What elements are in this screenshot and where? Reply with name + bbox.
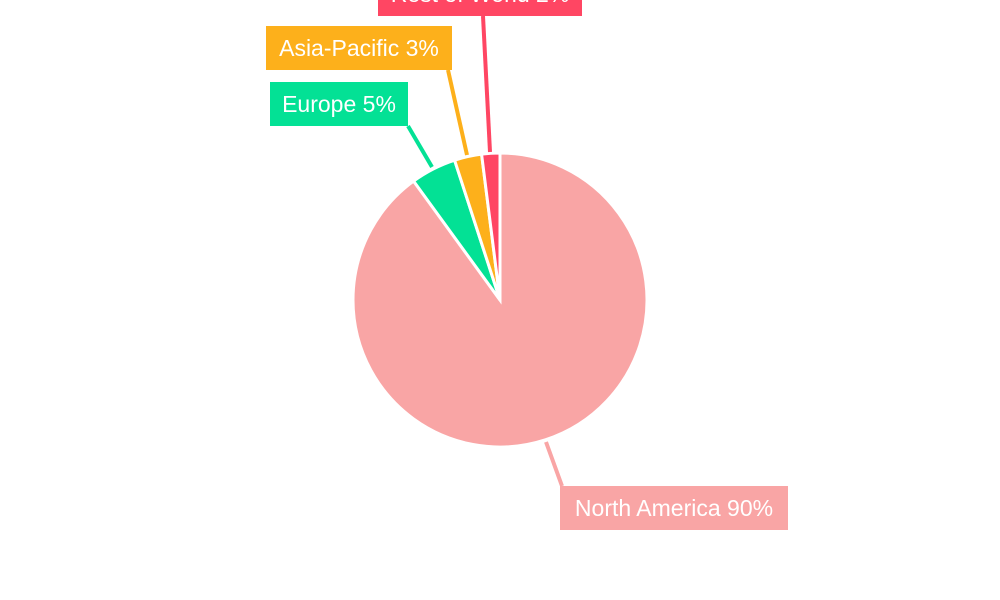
data-label-rest-of-world: Rest of World 2% [391,0,570,7]
label-box-north-america [560,486,788,530]
leader-line-north-america [544,441,564,487]
data-label-asia-pacific: Asia-Pacific 3% [279,35,439,61]
label-box-asia-pacific [266,26,452,70]
leader-line-europe [406,124,434,169]
leader-line-rest-of-world [481,15,492,153]
data-label-europe: Europe 5% [282,91,396,117]
data-label-north-america: North America 90% [575,495,773,521]
label-box-europe [270,82,408,126]
leader-line-asia-pacific [446,69,469,156]
label-box-rest-of-world [378,0,582,16]
pie-slice-rest-of-world [479,151,502,301]
